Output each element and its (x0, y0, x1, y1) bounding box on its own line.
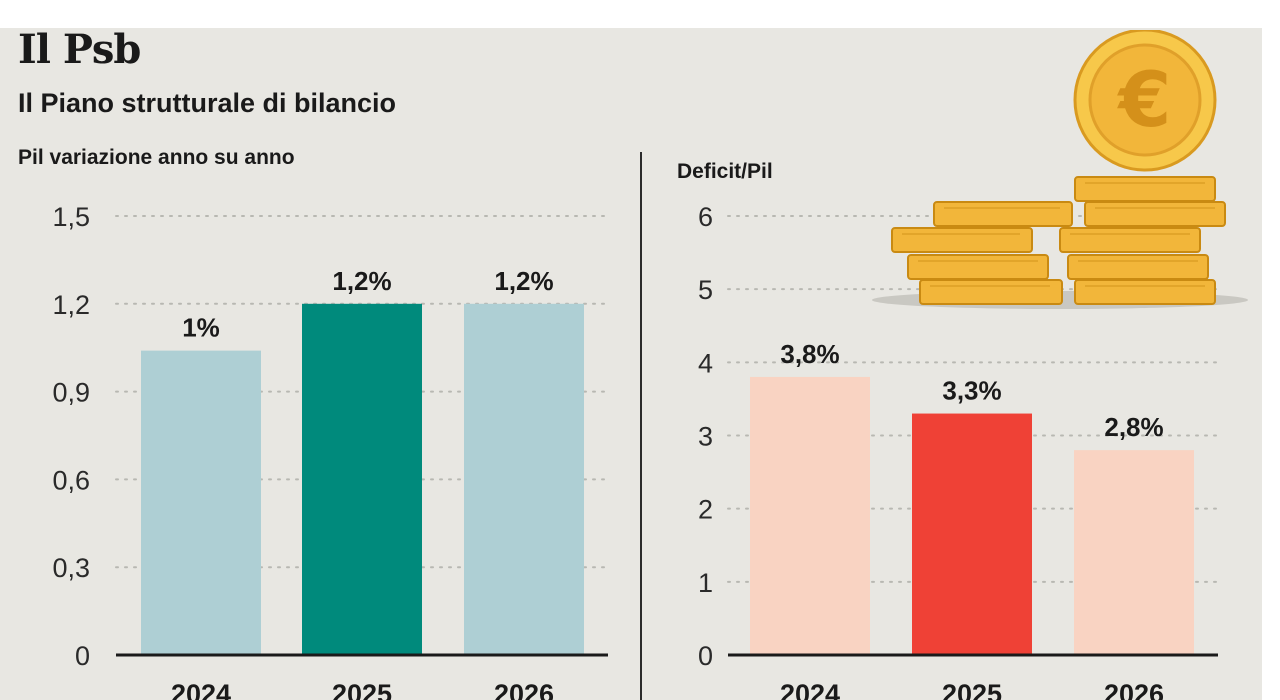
y-tick-label: 1,2 (52, 290, 90, 320)
deficit-chart-label: Deficit/Pil (677, 160, 773, 183)
data-label: 1,2% (332, 266, 391, 296)
bar-2025 (912, 413, 1032, 655)
data-label: 1,2% (494, 266, 553, 296)
bar-2024 (141, 350, 261, 655)
y-tick-label: 2 (698, 495, 713, 525)
euro-symbol: € (1117, 55, 1172, 144)
x-category-label: 2026 (494, 679, 554, 700)
data-label: 2,8% (1104, 412, 1163, 442)
y-tick-label: 6 (698, 202, 713, 232)
y-tick-label: 4 (698, 348, 713, 378)
bar-2026 (464, 303, 584, 655)
bar-2025 (302, 303, 422, 655)
y-tick-label: 0,9 (52, 378, 90, 408)
bar-2026 (1074, 450, 1194, 655)
y-tick-label: 1 (698, 568, 713, 598)
y-tick-label: 3 (698, 422, 713, 452)
x-category-label: 2026 (1104, 679, 1164, 700)
pil-chart-label: Pil variazione anno su anno (18, 146, 295, 169)
pil-bar-chart: 0 0,3 0,6 0,9 1,2 1,5 1% 2024 1,2% 2025 1,2% 2026 (52, 202, 609, 700)
x-category-label: 2025 (332, 679, 392, 700)
y-tick-label: 1,5 (52, 202, 90, 232)
bar-2024 (750, 376, 870, 655)
page-subtitle: Il Piano strutturale di bilancio (18, 88, 397, 118)
page-title: Il Psb (18, 26, 141, 73)
chart-divider (640, 152, 642, 700)
data-label: 3,8% (780, 339, 839, 369)
y-tick-label: 0 (698, 641, 713, 671)
x-category-label: 2024 (780, 679, 840, 700)
euro-coin-stack-icon: € (872, 30, 1248, 309)
y-tick-label: 0 (75, 641, 90, 671)
data-label: 1% (182, 313, 220, 343)
y-tick-label: 0,6 (52, 465, 90, 495)
y-tick-label: 0,3 (52, 553, 90, 583)
data-label: 3,3% (942, 376, 1001, 406)
x-category-label: 2025 (942, 679, 1002, 700)
y-tick-label: 5 (698, 275, 713, 305)
x-category-label: 2024 (171, 679, 231, 700)
